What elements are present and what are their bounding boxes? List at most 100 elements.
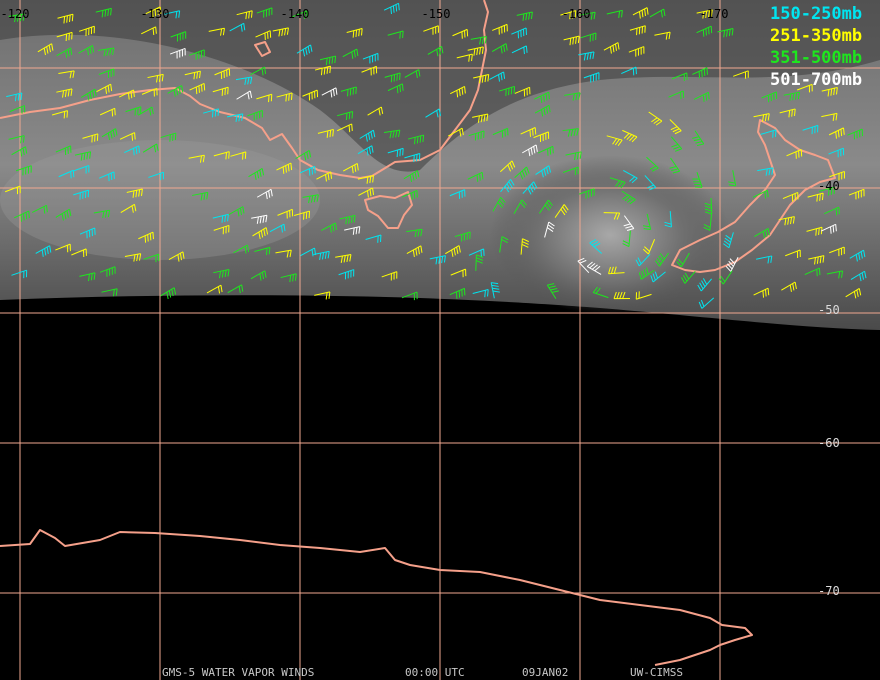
barb-staff <box>276 92 293 98</box>
barb-feather <box>136 254 139 262</box>
wind-barb <box>445 245 461 257</box>
wind-barb <box>823 206 840 216</box>
barb-feather <box>86 152 89 160</box>
barb-feather <box>529 129 531 137</box>
barb-feather <box>663 8 666 17</box>
wind-barb <box>472 113 489 123</box>
barb-feather <box>365 134 368 142</box>
wind-barb <box>821 223 837 234</box>
wind-barb <box>429 255 446 265</box>
barb-feather <box>792 283 795 291</box>
barb-feather <box>453 248 456 256</box>
barb-staff <box>82 133 98 139</box>
barb-staff <box>338 269 354 276</box>
barb-feather <box>818 227 820 236</box>
barb-staff <box>756 255 772 260</box>
barb-staff <box>628 230 631 247</box>
wind-barb <box>669 157 681 174</box>
barb-feather <box>592 286 598 293</box>
barb-feather <box>728 260 734 267</box>
barb-feather <box>397 129 401 138</box>
wind-barb <box>57 13 74 24</box>
barb-staff <box>4 185 21 193</box>
wind-barb <box>406 228 423 238</box>
wind-barb <box>138 231 154 243</box>
barb-staff <box>269 223 285 233</box>
barb-feather <box>764 289 767 297</box>
barb-feather <box>414 137 416 145</box>
barb-feather <box>43 48 46 56</box>
wind-barb <box>255 30 272 40</box>
barb-feather <box>16 14 20 22</box>
barb-feather <box>500 196 506 203</box>
barb-feather <box>417 229 420 237</box>
barb-staff <box>188 154 205 159</box>
barb-staff <box>849 249 864 259</box>
barb-feather <box>217 286 221 294</box>
barb-staff <box>516 11 533 16</box>
barb-feather <box>284 28 287 36</box>
wind-barb <box>71 248 87 258</box>
wind-barb <box>79 227 96 239</box>
barb-staff <box>732 170 737 186</box>
barb-feather <box>659 253 665 260</box>
barb-feather <box>199 71 201 79</box>
barb-feather <box>259 216 262 224</box>
wind-barb <box>849 249 866 262</box>
barb-feather <box>668 32 671 40</box>
barb-feather <box>166 292 169 300</box>
barb-feather <box>646 267 649 275</box>
barb-feather <box>110 131 113 139</box>
barb-staff <box>294 210 310 217</box>
barb-feather <box>199 155 203 163</box>
barb-feather <box>840 129 843 137</box>
barb-staff <box>163 10 180 15</box>
wind-barb <box>124 145 140 156</box>
barb-feather <box>181 85 184 93</box>
barb-feather <box>286 250 289 258</box>
barb-staff <box>511 27 527 35</box>
barb-feather <box>456 246 459 254</box>
barb-feather <box>658 255 664 262</box>
barb-staff <box>819 186 835 192</box>
barb-feather <box>501 236 509 241</box>
wind-barb <box>11 269 28 279</box>
barb-staff <box>593 292 609 299</box>
barb-feather <box>115 128 118 136</box>
wind-barbs <box>4 2 867 309</box>
wind-barb <box>629 25 646 36</box>
wind-barb <box>119 132 136 141</box>
barb-staff <box>449 189 465 197</box>
barb-feather <box>109 48 112 56</box>
barb-feather <box>329 130 332 138</box>
barb-feather <box>238 286 241 294</box>
barb-staff <box>407 134 424 140</box>
barb-feather <box>626 134 633 140</box>
barb-staff <box>804 267 820 275</box>
barb-feather <box>372 130 376 138</box>
barb-staff <box>256 7 273 14</box>
wind-barb <box>230 151 247 160</box>
barb-staff <box>302 89 318 97</box>
wind-barb <box>126 188 143 198</box>
barb-feather <box>480 115 483 123</box>
wind-barb <box>93 209 111 219</box>
wind-barb <box>628 46 645 57</box>
barb-feather <box>420 245 423 253</box>
barb-feather <box>623 132 630 139</box>
barb-feather <box>102 211 105 219</box>
wind-barb <box>254 246 271 256</box>
barb-feather <box>822 255 825 263</box>
barb-feather <box>225 152 227 160</box>
barb-feather <box>310 44 313 52</box>
barb-staff <box>649 8 665 18</box>
barb-feather <box>330 171 333 179</box>
wind-barb <box>256 7 273 18</box>
barb-feather <box>697 284 702 292</box>
barb-feather <box>704 205 712 209</box>
wind-barb <box>169 47 186 59</box>
barb-staff <box>295 150 310 160</box>
barb-staff <box>668 90 684 98</box>
barb-staff <box>319 55 336 61</box>
legend-entry: 351-500mb <box>770 48 862 68</box>
